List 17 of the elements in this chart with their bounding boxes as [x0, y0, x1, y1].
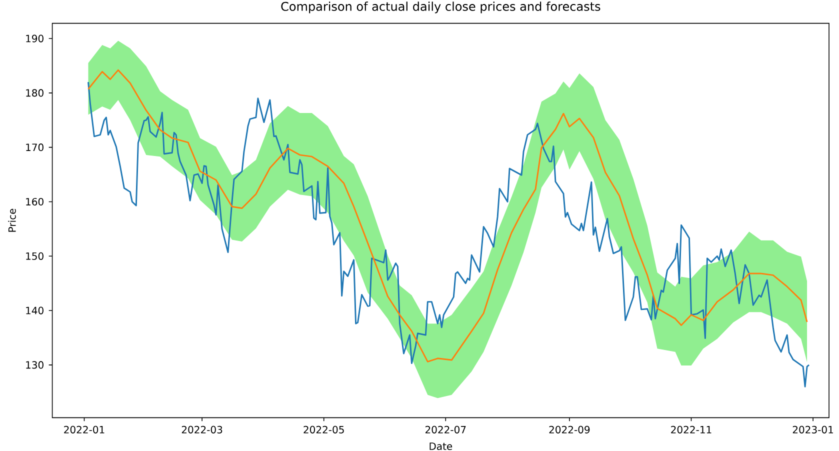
y-tick-label: 160 [26, 198, 44, 206]
y-tick-label: 140 [26, 306, 44, 314]
x-tick-label: 2022-05 [304, 426, 344, 434]
chart-title: Comparison of actual daily close prices and forecasts [281, 2, 600, 14]
x-tick-label: 2022-09 [549, 426, 590, 434]
y-tick-label: 190 [26, 34, 44, 42]
x-tick-label: 2022-11 [671, 426, 712, 434]
x-axis-title: Date [430, 442, 452, 450]
y-tick-label: 130 [26, 361, 44, 369]
x-tick-label: 2022-01 [64, 426, 104, 434]
y-axis-title: Price [8, 208, 16, 232]
y-tick-label: 170 [26, 144, 44, 152]
x-tick-label: 2022-07 [425, 426, 466, 434]
x-tick-label: 2022-03 [182, 426, 222, 434]
y-tick-label: 150 [26, 252, 44, 260]
x-tick-label: 2023-01 [792, 426, 833, 434]
y-tick-label: 180 [26, 89, 44, 97]
